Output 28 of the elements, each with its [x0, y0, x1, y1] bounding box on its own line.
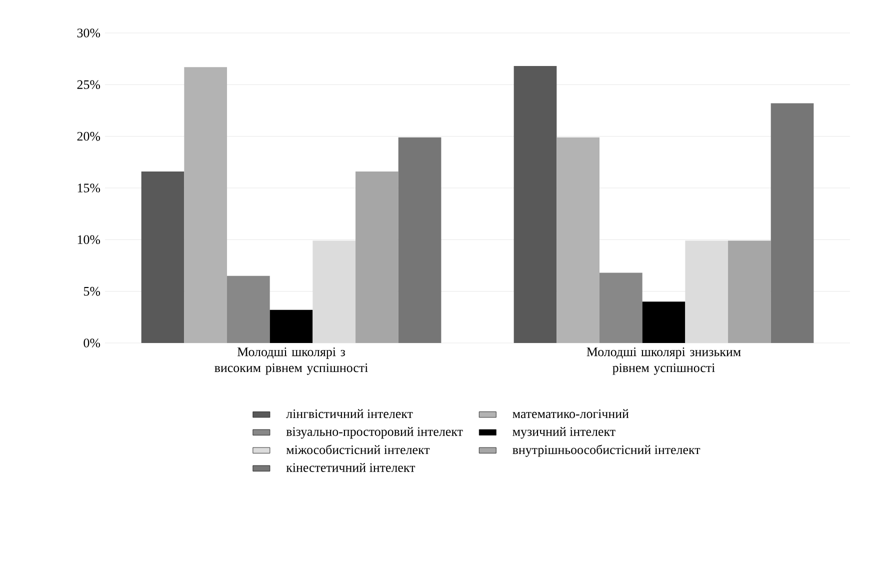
bar — [770, 103, 814, 343]
bar — [270, 310, 313, 343]
bar — [642, 302, 686, 343]
bar — [356, 171, 398, 343]
legend-label: математико-логічний — [512, 409, 629, 418]
y-tick-label: 15% — [78, 184, 100, 192]
bar — [184, 67, 228, 343]
y-tick-label: 25% — [77, 80, 100, 90]
legend-label: кінестетичний інтелект — [286, 462, 416, 472]
legend-label: лінгвістичний інтелект — [286, 409, 413, 418]
bar — [728, 240, 771, 343]
y-tick-label: 20% — [77, 132, 100, 141]
bar — [141, 171, 184, 343]
y-tick-label: 5% — [84, 286, 100, 296]
bar — [227, 276, 270, 343]
bar — [600, 272, 642, 343]
bar — [398, 137, 442, 343]
legend-label: міжособистісний інтелект — [286, 444, 430, 454]
y-tick-label: 30% — [77, 28, 100, 38]
legend-label: візуально-просторовий інтелект — [286, 426, 463, 439]
legend-label: музичний інтелект — [512, 426, 616, 439]
bar — [556, 137, 600, 343]
y-tick-label: 0% — [84, 338, 100, 348]
legend-label: внутрішньоособистісний інтелект — [512, 444, 700, 457]
x-tick-label: Молодші школярі знизьким рівнем успішності — [586, 348, 741, 375]
y-tick-label: 10% — [78, 235, 100, 244]
bar — [514, 66, 557, 343]
x-tick-label: Молодші школярі з високим рівнем успішності — [214, 348, 368, 375]
